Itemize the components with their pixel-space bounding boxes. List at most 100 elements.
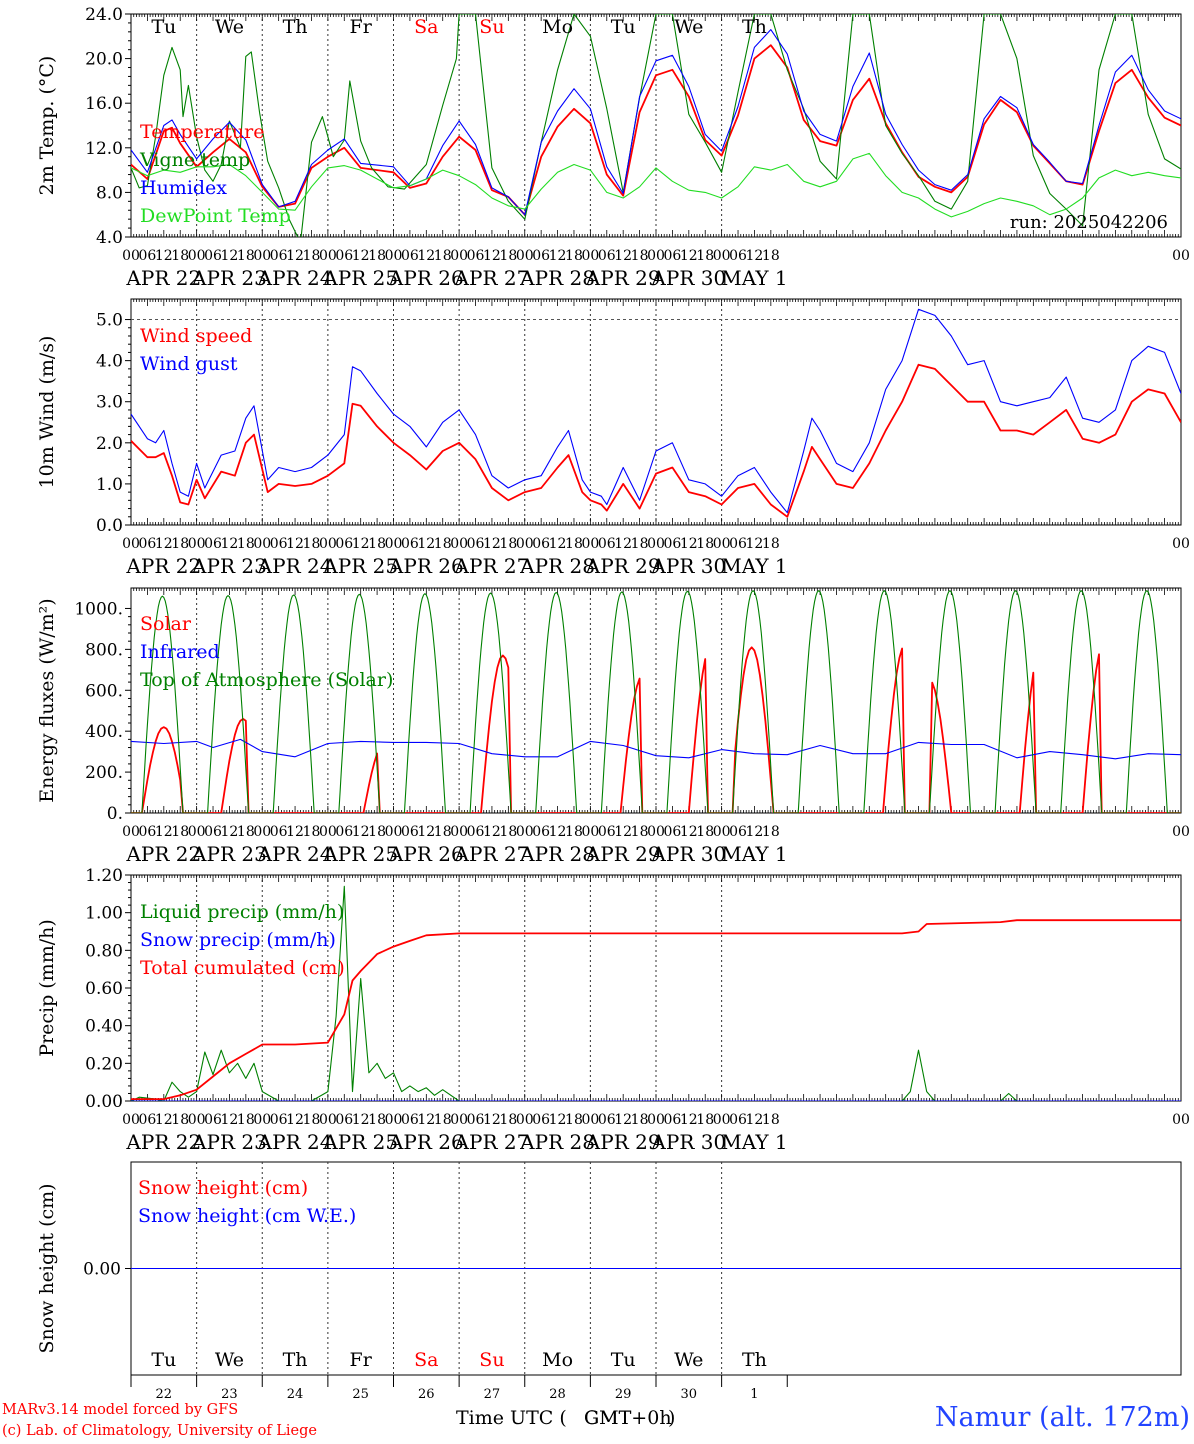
y-tick-label: 12.0 bbox=[85, 139, 123, 159]
weekday-label: We bbox=[215, 16, 244, 38]
y-tick-label: 0.80 bbox=[85, 941, 123, 961]
x-axis-title-end: ) bbox=[668, 1407, 675, 1429]
y-tick-label: 800. bbox=[85, 640, 123, 660]
precipitation-panel: 0.00 0.20 0.40 0.60 0.80 1.00 1.20 Precip (mm/h… bbox=[36, 866, 1190, 1154]
date-label: MAY 1 bbox=[721, 554, 787, 578]
hour-label: 06 bbox=[401, 1112, 419, 1128]
lab-credit: (c) Lab. of Climatology, University of L… bbox=[2, 1423, 317, 1439]
hour-label: 12 bbox=[352, 824, 370, 840]
weekday-label: Sa bbox=[414, 16, 438, 38]
y-tick-label: 0.40 bbox=[85, 1017, 123, 1037]
hour-label: 06 bbox=[335, 1112, 353, 1128]
hour-label: 18 bbox=[303, 248, 321, 264]
hour-label: 12 bbox=[417, 248, 435, 264]
hour-label: 18 bbox=[762, 536, 780, 552]
hour-label: 00 bbox=[647, 824, 665, 840]
hour-label: 18 bbox=[434, 824, 452, 840]
day-number-label: 1 bbox=[750, 1387, 758, 1402]
date-label: APR 23 bbox=[191, 266, 267, 290]
y-axis-label: 2m Temp. (°C) bbox=[36, 56, 58, 196]
date-label: APR 26 bbox=[388, 554, 464, 578]
hour-label: 18 bbox=[631, 1112, 649, 1128]
hour-label: 18 bbox=[368, 248, 386, 264]
hour-label: 06 bbox=[663, 536, 681, 552]
legend-entry: Temperature bbox=[140, 121, 264, 143]
hour-label: 00 bbox=[319, 536, 337, 552]
weekday-label: Th bbox=[283, 1349, 308, 1371]
hour-label: 00 bbox=[385, 248, 403, 264]
date-label: APR 22 bbox=[125, 266, 201, 290]
day-number-label: 28 bbox=[549, 1387, 566, 1402]
hour-label: 12 bbox=[286, 248, 304, 264]
hour-label: 06 bbox=[401, 536, 419, 552]
series-group bbox=[131, 14, 1181, 237]
hour-label: 00 bbox=[253, 536, 271, 552]
hour-label: 18 bbox=[368, 536, 386, 552]
hour-label: 18 bbox=[696, 248, 714, 264]
hour-label: 18 bbox=[696, 1112, 714, 1128]
day-number-label: 29 bbox=[615, 1387, 632, 1402]
hour-label: 12 bbox=[680, 248, 698, 264]
hour-label: 12 bbox=[286, 536, 304, 552]
y-tick-label: 600. bbox=[85, 681, 123, 701]
hour-label: 00 bbox=[647, 536, 665, 552]
hour-label: 12 bbox=[614, 536, 632, 552]
energy-flux-panel: 0. 200. 400. 600. 800. 1000. Energy fluxes (W/… bbox=[36, 587, 1190, 866]
date-label: APR 23 bbox=[191, 842, 267, 866]
hour-label: 12 bbox=[221, 248, 239, 264]
hour-label: 12 bbox=[549, 824, 567, 840]
hour-label: 00 bbox=[253, 248, 271, 264]
hour-label: 18 bbox=[434, 1112, 452, 1128]
date-label: APR 26 bbox=[388, 266, 464, 290]
hour-label: 00 bbox=[581, 248, 599, 264]
hour-label: 18 bbox=[368, 1112, 386, 1128]
day-number-label: 27 bbox=[484, 1387, 501, 1402]
weekday-label: Su bbox=[479, 1349, 504, 1371]
hour-label: 18 bbox=[303, 536, 321, 552]
hour-label: 06 bbox=[729, 536, 747, 552]
hour-label: 06 bbox=[729, 1112, 747, 1128]
hour-label: 06 bbox=[335, 824, 353, 840]
date-label: MAY 1 bbox=[721, 842, 787, 866]
hour-label: 12 bbox=[746, 536, 764, 552]
weekday-label: Su bbox=[479, 16, 504, 38]
hour-label: 18 bbox=[565, 1112, 583, 1128]
hour-label: 18 bbox=[499, 248, 517, 264]
date-label: APR 29 bbox=[585, 554, 661, 578]
series-group bbox=[131, 308, 1181, 518]
hour-label: 00 bbox=[713, 824, 731, 840]
y-tick-label: 1.20 bbox=[85, 866, 123, 886]
date-label: APR 29 bbox=[585, 1130, 661, 1154]
hour-label: 00 bbox=[516, 536, 534, 552]
hour-label: 18 bbox=[237, 824, 255, 840]
snow-height-panel: 0.00 Snow height (cm) Snow height (cm) Snow… bbox=[36, 1161, 1182, 1402]
hour-label: 12 bbox=[286, 824, 304, 840]
legend-entry: Solar bbox=[140, 613, 192, 635]
hour-label: 00 bbox=[713, 536, 731, 552]
y-tick-label: 0.00 bbox=[83, 1260, 121, 1280]
hour-label: 00 bbox=[253, 1112, 271, 1128]
hour-label: 18 bbox=[762, 824, 780, 840]
y-tick-label: 2.0 bbox=[96, 434, 123, 454]
hour-label: 12 bbox=[352, 248, 370, 264]
hour-label: 06 bbox=[663, 248, 681, 264]
hour-label: 18 bbox=[368, 824, 386, 840]
hour-label: 18 bbox=[171, 824, 189, 840]
date-label: APR 24 bbox=[257, 266, 333, 290]
y-tick-label: 0.60 bbox=[85, 979, 123, 999]
hour-label: 18 bbox=[237, 1112, 255, 1128]
date-label: APR 22 bbox=[125, 1130, 201, 1154]
hour-label: 06 bbox=[270, 824, 288, 840]
date-label: APR 24 bbox=[257, 1130, 333, 1154]
hour-label: 18 bbox=[237, 248, 255, 264]
legend-entry: Wind gust bbox=[140, 353, 238, 375]
date-label: APR 30 bbox=[650, 1130, 726, 1154]
hour-label: 00 bbox=[1172, 248, 1190, 264]
hour-label: 00 bbox=[516, 1112, 534, 1128]
date-label: APR 22 bbox=[125, 842, 201, 866]
date-label: APR 30 bbox=[650, 842, 726, 866]
hour-label: 18 bbox=[762, 1112, 780, 1128]
hour-label: 00 bbox=[713, 1112, 731, 1128]
x-axis-title-start: Time UTC ( bbox=[456, 1407, 567, 1429]
date-label: APR 28 bbox=[519, 842, 595, 866]
